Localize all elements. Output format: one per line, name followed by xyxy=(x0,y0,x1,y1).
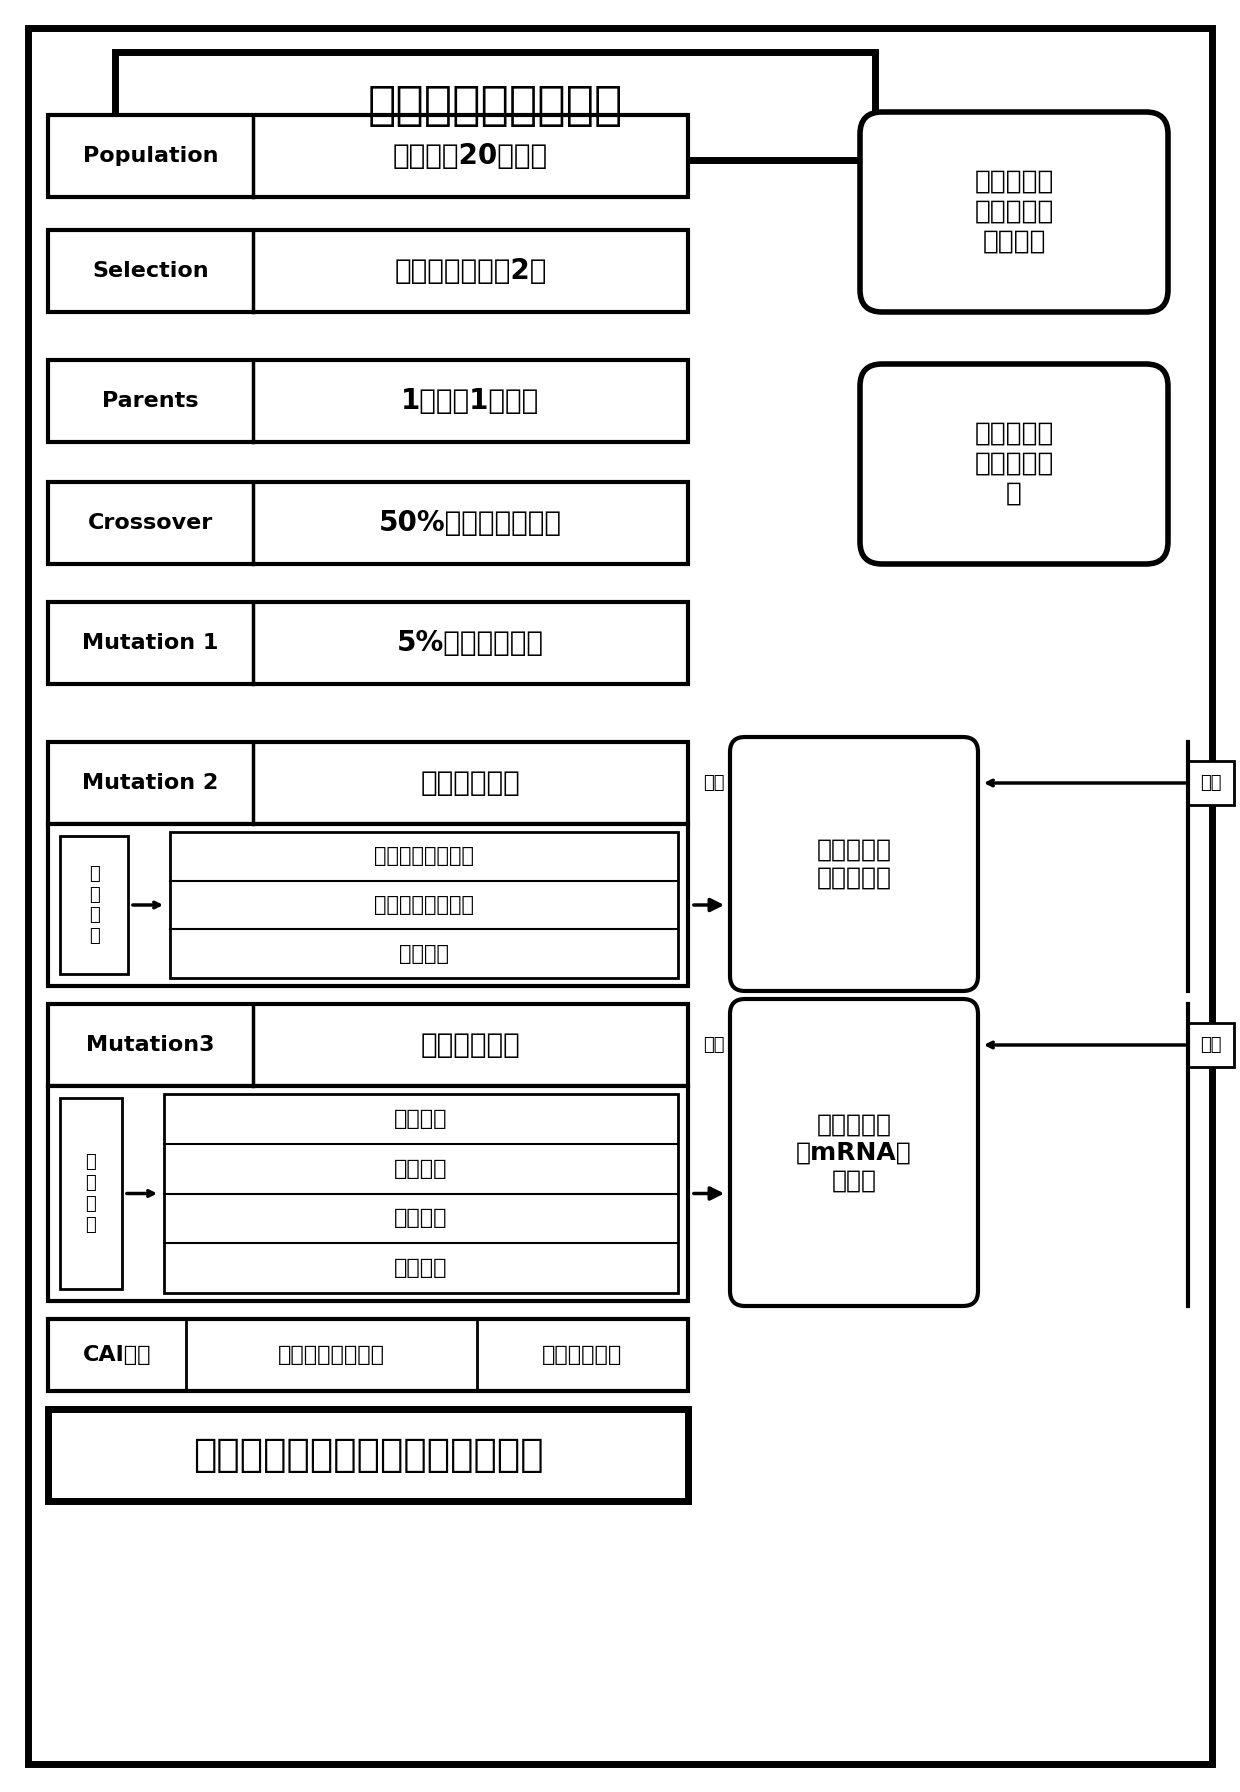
Bar xyxy=(48,824,688,986)
Bar xyxy=(115,52,875,159)
Text: 重复序列个数: 重复序列个数 xyxy=(542,1346,622,1366)
FancyBboxPatch shape xyxy=(861,364,1168,564)
Bar xyxy=(1188,762,1234,805)
Text: 酶切信号: 酶切信号 xyxy=(399,944,449,964)
Bar xyxy=(48,360,688,443)
Text: CAI指数: CAI指数 xyxy=(83,1346,151,1366)
Text: 50%交叉率得到子代: 50%交叉率得到子代 xyxy=(379,509,562,538)
Bar xyxy=(60,1098,122,1288)
Text: 5%随机同义突变: 5%随机同义突变 xyxy=(397,629,544,658)
Text: 检查是否含
有mRNA二
级结构: 检查是否含 有mRNA二 级结构 xyxy=(796,1113,911,1192)
Text: 改进的遗传算法参数: 改进的遗传算法参数 xyxy=(367,84,622,129)
Bar xyxy=(48,1004,688,1086)
Text: 多聚腺苷酸化序列: 多聚腺苷酸化序列 xyxy=(374,894,474,916)
Bar xyxy=(1188,1023,1234,1066)
Text: 倒转重复: 倒转重复 xyxy=(394,1258,448,1278)
Text: 正向重复: 正向重复 xyxy=(394,1109,448,1129)
Bar xyxy=(48,1086,688,1301)
Text: 不含: 不含 xyxy=(1200,774,1221,792)
Text: Crossover: Crossover xyxy=(88,513,213,532)
FancyBboxPatch shape xyxy=(861,111,1168,312)
Bar xyxy=(48,1409,688,1502)
Bar xyxy=(60,837,128,975)
Bar xyxy=(48,742,688,824)
Text: 反向重复: 反向重复 xyxy=(394,1159,448,1179)
Text: 定点同义突变: 定点同义突变 xyxy=(420,1030,521,1059)
Bar xyxy=(48,602,688,685)
FancyBboxPatch shape xyxy=(730,737,978,991)
Text: 随机产生20条序列: 随机产生20条序列 xyxy=(393,142,548,170)
Text: 轮盘赌法随机选2条: 轮盘赌法随机选2条 xyxy=(394,256,547,285)
Text: 重
复
序
列: 重 复 序 列 xyxy=(86,1154,97,1233)
Text: 所有突变均
使用同义突
变: 所有突变均 使用同义突 变 xyxy=(975,421,1054,507)
Text: Mutation 2: Mutation 2 xyxy=(82,772,218,794)
Text: 植物序列剪切信号: 植物序列剪切信号 xyxy=(374,846,474,866)
Text: 含有: 含有 xyxy=(703,774,724,792)
Text: Parents: Parents xyxy=(102,391,198,410)
Text: 定点同义突变: 定点同义突变 xyxy=(420,769,521,797)
Text: Mutation 1: Mutation 1 xyxy=(82,633,218,652)
Text: 改进的遗传
算法进行密
码子优化: 改进的遗传 算法进行密 码子优化 xyxy=(975,168,1054,254)
Bar xyxy=(170,831,678,978)
Text: 特
异
位
点: 特 异 位 点 xyxy=(88,866,99,944)
Text: 不含: 不含 xyxy=(1200,1036,1221,1054)
Bar xyxy=(48,1319,688,1391)
Text: 1条父本1条母本: 1条父本1条母本 xyxy=(402,387,539,416)
Text: 多目标参数计算估値函数得到打分: 多目标参数计算估値函数得到打分 xyxy=(192,1435,543,1475)
Text: 镜像重复: 镜像重复 xyxy=(394,1208,448,1228)
Text: Population: Population xyxy=(83,145,218,167)
Text: 统计剪切位点个数: 统计剪切位点个数 xyxy=(278,1346,384,1366)
Text: Selection: Selection xyxy=(92,262,208,281)
Bar xyxy=(48,115,688,197)
Bar xyxy=(164,1093,678,1294)
Text: Mutation3: Mutation3 xyxy=(87,1036,215,1055)
Bar xyxy=(48,482,688,564)
Text: 含有: 含有 xyxy=(703,1036,724,1054)
Bar xyxy=(48,229,688,312)
FancyBboxPatch shape xyxy=(730,998,978,1306)
Text: 检查是否含
有剪切位点: 检查是否含 有剪切位点 xyxy=(816,839,892,891)
